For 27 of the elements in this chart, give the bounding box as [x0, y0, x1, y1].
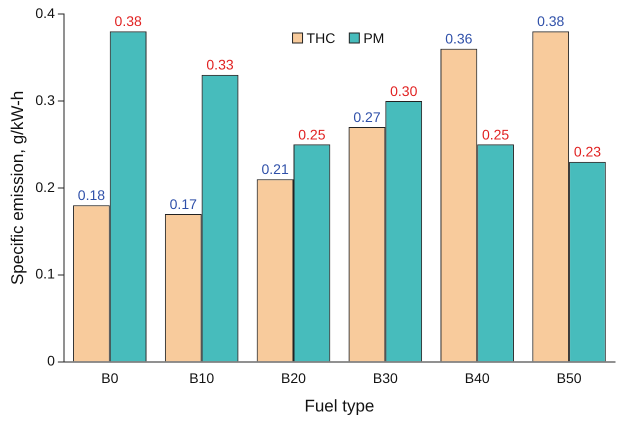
data-label: 0.17 [170, 196, 198, 212]
data-label: 0.23 [574, 144, 602, 160]
x-tick-label: B30 [372, 370, 398, 386]
y-tick-label: 0.1 [35, 266, 56, 282]
y-tick-label: 0.2 [35, 178, 56, 195]
data-label: 0.38 [537, 13, 565, 30]
y-tick-label: 0 [47, 352, 56, 369]
data-label: 0.25 [298, 126, 326, 142]
x-axis-title: Fuel type [304, 396, 374, 416]
legend-label: PM [363, 30, 384, 46]
x-tick-label: B0 [101, 370, 119, 386]
data-label: 0.21 [262, 161, 289, 178]
data-label: 0.33 [206, 56, 234, 73]
y-tick-label: 0.3 [35, 92, 56, 108]
x-tick-label: B20 [281, 370, 306, 386]
x-tick-label: B10 [189, 370, 214, 386]
y-tick-label: 0.4 [35, 4, 56, 21]
data-label: 0.27 [353, 108, 381, 125]
x-tick-label: B50 [556, 370, 582, 386]
y-axis-title: Specific emission, g/kW-h [8, 90, 27, 286]
data-label: 0.30 [390, 82, 418, 99]
data-label: 0.36 [445, 30, 473, 47]
x-tick-label: B40 [464, 370, 490, 386]
data-label: 0.18 [78, 187, 106, 204]
legend-label: THC [306, 30, 336, 46]
data-label: 0.38 [114, 13, 142, 30]
data-label: 0.25 [482, 126, 510, 142]
